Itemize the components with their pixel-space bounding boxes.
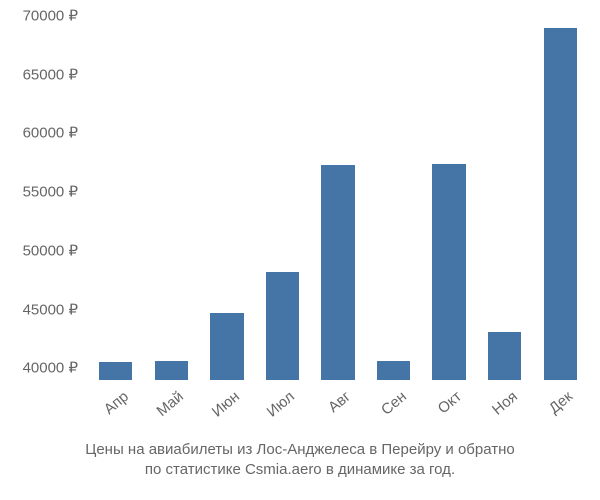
x-tick-label: Апр — [75, 388, 132, 440]
x-tick-label: Июл — [241, 388, 298, 440]
x-tick-label: Май — [130, 388, 187, 440]
y-tick: 60000 ₽ — [0, 124, 88, 143]
y-tick: 65000 ₽ — [0, 65, 88, 84]
bar — [377, 361, 410, 380]
x-tick-label: Июн — [186, 388, 243, 440]
bar — [321, 165, 354, 380]
bar — [99, 362, 132, 380]
caption-line-2: по статистике Csmia.aero в динамике за г… — [145, 461, 455, 478]
y-tick-label: 45000 ₽ — [23, 301, 78, 318]
y-tick-label: 60000 ₽ — [23, 125, 78, 142]
y-tick: 70000 ₽ — [0, 6, 88, 25]
y-tick: 55000 ₽ — [0, 183, 88, 202]
bar — [266, 272, 299, 380]
y-tick-label: 50000 ₽ — [23, 242, 78, 259]
x-tick-label: Сен — [353, 388, 410, 440]
bar — [544, 28, 577, 380]
x-tick-label: Ноя — [464, 388, 521, 440]
bar — [488, 332, 521, 380]
caption-line-1: Цены на авиабилеты из Лос-Анджелеса в Пе… — [85, 441, 515, 458]
y-tick-label: 70000 ₽ — [23, 7, 78, 24]
price-chart: 40000 ₽ 45000 ₽ 50000 ₽ 55000 ₽ 60000 ₽ 65000… — [0, 0, 600, 500]
bars-group — [88, 10, 588, 380]
bar — [210, 313, 243, 380]
y-tick-label: 55000 ₽ — [23, 184, 78, 201]
x-tick-label: Окт — [408, 388, 465, 440]
y-tick: 45000 ₽ — [0, 300, 88, 319]
bar — [155, 361, 188, 380]
y-tick: 40000 ₽ — [0, 359, 88, 378]
y-tick: 50000 ₽ — [0, 241, 88, 260]
bar — [432, 164, 465, 380]
x-tick-label: Авг — [297, 388, 354, 440]
y-tick-label: 40000 ₽ — [23, 360, 78, 377]
y-tick-label: 65000 ₽ — [23, 66, 78, 83]
x-tick-label: Дек — [519, 388, 576, 440]
chart-caption: Цены на авиабилеты из Лос-Анджелеса в Пе… — [0, 440, 600, 481]
